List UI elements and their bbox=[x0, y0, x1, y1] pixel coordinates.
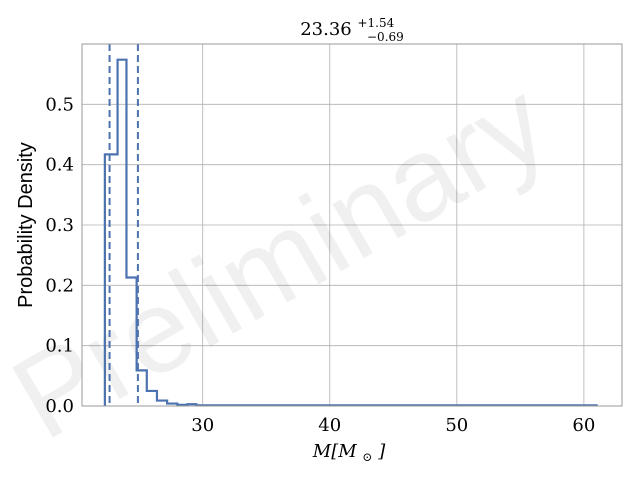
x-axis-label-sub: ⊙ bbox=[362, 450, 372, 464]
watermark-text: Preliminary bbox=[0, 56, 569, 465]
y-tick-label: 0.2 bbox=[45, 275, 74, 296]
x-tick-label: 50 bbox=[445, 415, 468, 436]
credible-interval-lines bbox=[108, 44, 139, 406]
x-axis-label: M[M ⊙ ] bbox=[312, 441, 386, 466]
y-tick-label: 0.5 bbox=[45, 94, 74, 115]
title-sub: −0.69 bbox=[367, 30, 404, 44]
y-tick-label: 0.0 bbox=[45, 396, 74, 417]
x-tick-label: 60 bbox=[572, 415, 595, 436]
y-tick-labels: 0.0 0.1 0.2 0.3 0.4 0.5 bbox=[45, 94, 74, 417]
x-axis-label-base: M[M bbox=[312, 441, 357, 462]
y-tick-label: 0.4 bbox=[45, 155, 74, 176]
x-tick-label: 30 bbox=[191, 415, 214, 436]
x-tick-labels: 30 40 50 60 bbox=[191, 415, 595, 436]
chart-title: 23.36 +1.54 −0.69 bbox=[300, 11, 404, 44]
histogram-step-line bbox=[103, 58, 598, 407]
x-tick-label: 40 bbox=[318, 415, 341, 436]
histogram-series bbox=[103, 58, 598, 407]
y-tick-label: 0.1 bbox=[45, 336, 74, 357]
plot-frame bbox=[81, 43, 623, 407]
y-axis-label: Probability Density bbox=[15, 142, 37, 308]
y-tick-label: 0.3 bbox=[45, 215, 74, 236]
x-axis-label-close: ] bbox=[377, 441, 386, 462]
title-sup: +1.54 bbox=[357, 16, 394, 30]
title-main: 23.36 bbox=[300, 19, 352, 40]
